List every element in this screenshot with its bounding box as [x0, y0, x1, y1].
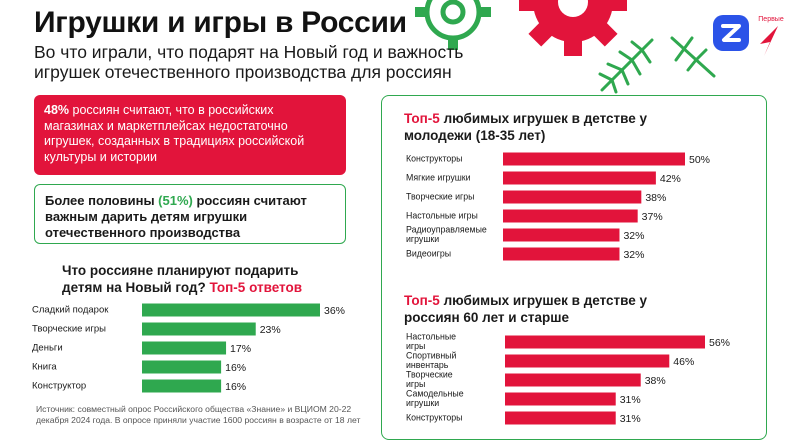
young-chart-title: Топ-5 любимых игрушек в детстве у молоде…: [404, 110, 704, 144]
gift-chart-title: Что россияне планируют подарить детям на…: [62, 262, 342, 296]
bar-label: Видеоигры: [406, 248, 451, 258]
bar-value: 50%: [689, 154, 710, 166]
bar-label: Творческие игры: [32, 324, 106, 335]
red-gear-decoration: [519, 0, 627, 56]
fact-51-percent: (51%): [158, 193, 193, 208]
old-chart-title-main: любимых игрушек в детстве у россиян 60 л…: [404, 293, 648, 325]
bar-label: Настольные: [406, 332, 456, 342]
bar-label: игры: [406, 341, 425, 351]
gift-chart-title-main: Что россияне планируют подарить детям на…: [62, 263, 299, 295]
bar-value: 38%: [645, 375, 666, 387]
bar-label: игрушки: [406, 234, 439, 244]
gift-chart-title-accent: Топ-5 ответов: [209, 280, 303, 295]
bar: [505, 373, 641, 387]
bar-label: Деньги: [32, 343, 63, 354]
pervye-logo-text: Первые: [758, 16, 784, 23]
bar: [505, 335, 705, 349]
old-chart-title: Топ-5 любимых игрушек в детстве у россия…: [404, 292, 704, 326]
bar-value: 42%: [660, 173, 681, 185]
bar: [142, 303, 320, 317]
bar: [142, 360, 222, 374]
bar-label: Конструкторы: [406, 412, 462, 422]
bar: [142, 322, 256, 336]
bar-value: 31%: [620, 394, 641, 406]
bar-label: Книга: [32, 362, 57, 373]
znanie-logo: [713, 15, 749, 51]
page-title: Игрушки и игры в России: [34, 6, 407, 39]
bar-label: Конструкторы: [406, 153, 462, 163]
bar-value: 23%: [260, 324, 281, 336]
bar-label: Творческие: [406, 370, 453, 380]
bar-value: 36%: [324, 305, 345, 317]
page-subtitle: Во что играли, что подарят на Новый год …: [34, 42, 464, 82]
green-gear-decoration: [415, 0, 491, 50]
bar-label: Радиоуправляемые: [406, 225, 487, 235]
bar-label: инвентарь: [406, 360, 449, 370]
bar-label: Настольные игры: [406, 210, 478, 220]
bar-label: Сладкий подарок: [32, 305, 109, 316]
bar: [505, 354, 670, 368]
bar-label: Конструктор: [32, 381, 86, 392]
young-chart-title-main: любимых игрушек в детстве у молодежи (18…: [404, 111, 648, 143]
bar-value: 17%: [230, 343, 251, 355]
bar-value: 31%: [620, 413, 641, 425]
source-note: Источник: совместный опрос Российского о…: [36, 404, 361, 425]
bar-label: Спортивный: [406, 351, 457, 361]
bar-label: игрушки: [406, 398, 439, 408]
bar: [142, 341, 227, 355]
bar-label: Мягкие игрушки: [406, 172, 471, 182]
green-branch-decoration: [598, 36, 716, 94]
bar-value: 32%: [623, 249, 644, 261]
fact-48-card: 48% россиян считают, что в российских ма…: [34, 95, 346, 175]
bar-value: 16%: [225, 362, 246, 374]
bar: [503, 171, 656, 185]
bar-value: 46%: [673, 356, 694, 368]
bar: [503, 152, 685, 166]
bar: [142, 379, 222, 393]
bar-value: 32%: [623, 230, 644, 242]
fact-51-card: Более половины (51%) россиян считают важ…: [34, 184, 346, 244]
pervye-logo: Первые: [756, 12, 786, 60]
fact-48-percent: 48%: [44, 103, 70, 117]
young-chart: Конструкторы 50% Мягкие игрушки 42% Творческ…: [406, 152, 710, 261]
gift-chart: Сладкий подарок 36% Творческие игры 23% День…: [32, 303, 345, 393]
fact-51-text-2: россиян считают важным дарить детям игру…: [45, 193, 307, 240]
bar-label: Самодельные: [406, 389, 464, 399]
bar: [503, 190, 642, 204]
bar-value: 56%: [709, 337, 730, 349]
old-chart-title-accent: Топ-5: [404, 293, 440, 308]
bar: [503, 228, 620, 242]
bar: [503, 247, 620, 261]
bar-label: игры: [406, 379, 425, 389]
young-chart-title-accent: Топ-5: [404, 111, 440, 126]
bar-value: 16%: [225, 381, 246, 393]
bar-label: Творческие игры: [406, 191, 474, 201]
bar-value: 38%: [645, 192, 666, 204]
bar-value: 37%: [642, 211, 663, 223]
bar: [505, 392, 616, 406]
bar: [505, 411, 616, 425]
fact-51-text-1: Более половины: [45, 193, 159, 208]
fact-48-text: россиян считают, что в российских магази…: [44, 103, 305, 164]
bar: [503, 209, 638, 223]
